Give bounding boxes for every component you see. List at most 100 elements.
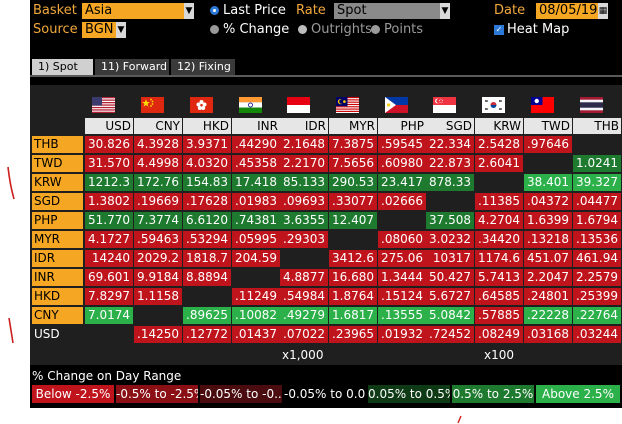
- row-header-myr[interactable]: MYR: [32, 231, 83, 248]
- source-dropdown[interactable]: BGN: [82, 22, 116, 38]
- rate-cell-myr-twd[interactable]: .13218: [524, 231, 572, 248]
- rate-cell-hkd-myr[interactable]: 1.8764: [329, 288, 377, 305]
- rate-cell-thb-krw[interactable]: 2.5428: [475, 136, 523, 153]
- row-header-sgd[interactable]: SGD: [32, 193, 83, 210]
- rate-cell-idr-krw[interactable]: 1174.6: [475, 250, 523, 267]
- points-radio[interactable]: [371, 25, 380, 34]
- row-header-krw[interactable]: KRW: [32, 174, 83, 191]
- row-header-usd[interactable]: USD: [34, 327, 60, 341]
- rate-cell-idr-sgd[interactable]: 10317: [426, 250, 474, 267]
- rate-cell-hkd-inr[interactable]: .11249: [232, 288, 280, 305]
- column-header-krw[interactable]: KRW: [475, 118, 523, 134]
- rate-cell-cny-php[interactable]: .13555: [378, 307, 426, 324]
- row-header-hkd[interactable]: HKD: [32, 288, 83, 305]
- rate-cell-krw-thb[interactable]: 39.327: [573, 174, 621, 191]
- points-option[interactable]: Points: [384, 22, 424, 37]
- rate-cell-myr-idr[interactable]: .29303: [280, 231, 328, 248]
- rate-cell-usd-thb[interactable]: .03244: [573, 326, 621, 343]
- column-header-twd[interactable]: TWD: [524, 118, 572, 134]
- rate-cell-twd-myr[interactable]: 7.5656: [329, 155, 377, 172]
- rate-cell-twd-idr[interactable]: 2.2170: [280, 155, 328, 172]
- column-header-myr[interactable]: MYR: [329, 118, 377, 134]
- column-header-hkd[interactable]: HKD: [183, 118, 231, 134]
- rate-cell-sgd-usd[interactable]: 1.3802: [85, 193, 133, 210]
- rate-cell-cny-myr[interactable]: 1.6817: [329, 307, 377, 324]
- rate-cell-php-twd[interactable]: 1.6399: [524, 212, 572, 229]
- chevron-down-icon[interactable]: ▼: [440, 3, 450, 19]
- column-header-inr[interactable]: INR: [232, 118, 280, 134]
- rate-cell-krw-cny[interactable]: 172.76: [134, 174, 182, 191]
- rate-cell-krw-php[interactable]: 23.417: [378, 174, 426, 191]
- rate-cell-twd-inr[interactable]: .45358: [232, 155, 280, 172]
- rate-cell-thb-thb[interactable]: [573, 136, 621, 153]
- rate-cell-krw-hkd[interactable]: 154.83: [183, 174, 231, 191]
- rate-cell-thb-cny[interactable]: 4.3928: [134, 136, 182, 153]
- rate-cell-krw-sgd[interactable]: 878.33: [426, 174, 474, 191]
- rate-cell-usd-cny[interactable]: .14250: [134, 326, 182, 343]
- rate-cell-usd-inr[interactable]: .01437: [232, 326, 280, 343]
- rate-cell-myr-hkd[interactable]: .53294: [183, 231, 231, 248]
- rate-cell-hkd-cny[interactable]: 1.1158: [134, 288, 182, 305]
- rate-cell-usd-sgd[interactable]: .72452: [426, 326, 474, 343]
- rate-cell-idr-hkd[interactable]: 1818.7: [183, 250, 231, 267]
- rate-dropdown[interactable]: Spot: [334, 3, 440, 19]
- pct-change-radio[interactable]: [210, 25, 219, 34]
- rate-cell-myr-usd[interactable]: 4.1727: [85, 231, 133, 248]
- rate-cell-krw-twd[interactable]: 38.401: [524, 174, 572, 191]
- rate-cell-thb-php[interactable]: .59545: [378, 136, 426, 153]
- pct-change-option[interactable]: % Change: [223, 22, 290, 37]
- rate-cell-cny-krw[interactable]: .57885: [475, 307, 523, 324]
- rate-cell-php-hkd[interactable]: 6.6120: [183, 212, 231, 229]
- column-header-php[interactable]: PHP: [378, 118, 426, 134]
- rate-cell-usd-idr[interactable]: .07022: [280, 326, 328, 343]
- outrights-radio[interactable]: [298, 25, 307, 34]
- tab-spot[interactable]: 1) Spot: [32, 59, 93, 75]
- rate-cell-twd-thb[interactable]: 1.0241: [573, 155, 621, 172]
- column-header-cny[interactable]: CNY: [134, 118, 182, 134]
- chevron-down-icon[interactable]: ▼: [184, 3, 194, 19]
- rate-cell-inr-usd[interactable]: 69.601: [85, 269, 133, 286]
- row-header-thb[interactable]: THB: [32, 136, 83, 153]
- rate-cell-myr-krw[interactable]: .34420: [475, 231, 523, 248]
- rate-cell-usd-hkd[interactable]: .12772: [183, 326, 231, 343]
- rate-cell-php-usd[interactable]: 51.770: [85, 212, 133, 229]
- rate-cell-krw-myr[interactable]: 290.53: [329, 174, 377, 191]
- rate-cell-idr-idr[interactable]: [280, 250, 328, 267]
- rate-cell-idr-inr[interactable]: 204.59: [232, 250, 280, 267]
- heatmap-checkbox[interactable]: ✓: [494, 25, 504, 35]
- rate-cell-inr-krw[interactable]: 5.7413: [475, 269, 523, 286]
- rate-cell-cny-usd[interactable]: 7.0174: [85, 307, 133, 324]
- row-header-twd[interactable]: TWD: [32, 155, 83, 172]
- rate-cell-krw-krw[interactable]: [475, 174, 523, 191]
- column-header-sgd[interactable]: SGD: [426, 118, 474, 134]
- rate-cell-cny-twd[interactable]: .22228: [524, 307, 572, 324]
- rate-cell-inr-myr[interactable]: 16.680: [329, 269, 377, 286]
- row-header-php[interactable]: PHP: [32, 212, 83, 229]
- rate-cell-sgd-krw[interactable]: .11385: [475, 193, 523, 210]
- rate-cell-krw-idr[interactable]: 85.133: [280, 174, 328, 191]
- rate-cell-cny-thb[interactable]: .22764: [573, 307, 621, 324]
- rate-cell-myr-inr[interactable]: .05995: [232, 231, 280, 248]
- rate-cell-twd-usd[interactable]: 31.570: [85, 155, 133, 172]
- rate-cell-usd-myr[interactable]: .23965: [329, 326, 377, 343]
- rate-cell-cny-inr[interactable]: .10082: [232, 307, 280, 324]
- row-header-idr[interactable]: IDR: [32, 250, 83, 267]
- row-header-inr[interactable]: INR: [32, 269, 83, 286]
- rate-cell-usd-php[interactable]: .01932: [378, 326, 426, 343]
- rate-cell-inr-sgd[interactable]: 50.427: [426, 269, 474, 286]
- rate-cell-idr-usd[interactable]: 14240: [85, 250, 133, 267]
- rate-cell-php-thb[interactable]: 1.6794: [573, 212, 621, 229]
- rate-cell-idr-thb[interactable]: 461.94: [573, 250, 621, 267]
- rate-cell-php-sgd[interactable]: 37.508: [426, 212, 474, 229]
- rate-cell-idr-twd[interactable]: 451.07: [524, 250, 572, 267]
- basket-dropdown[interactable]: Asia: [82, 3, 184, 19]
- rate-cell-twd-php[interactable]: .60980: [378, 155, 426, 172]
- rate-cell-thb-sgd[interactable]: 22.334: [426, 136, 474, 153]
- rate-cell-sgd-thb[interactable]: .04477: [573, 193, 621, 210]
- rate-cell-myr-thb[interactable]: .13536: [573, 231, 621, 248]
- rate-cell-hkd-idr[interactable]: .54984: [280, 288, 328, 305]
- outrights-option[interactable]: Outrights: [311, 22, 372, 37]
- rate-cell-sgd-cny[interactable]: .19669: [134, 193, 182, 210]
- rate-cell-inr-php[interactable]: 1.3444: [378, 269, 426, 286]
- tab-fixing[interactable]: 12) Fixing: [171, 59, 235, 75]
